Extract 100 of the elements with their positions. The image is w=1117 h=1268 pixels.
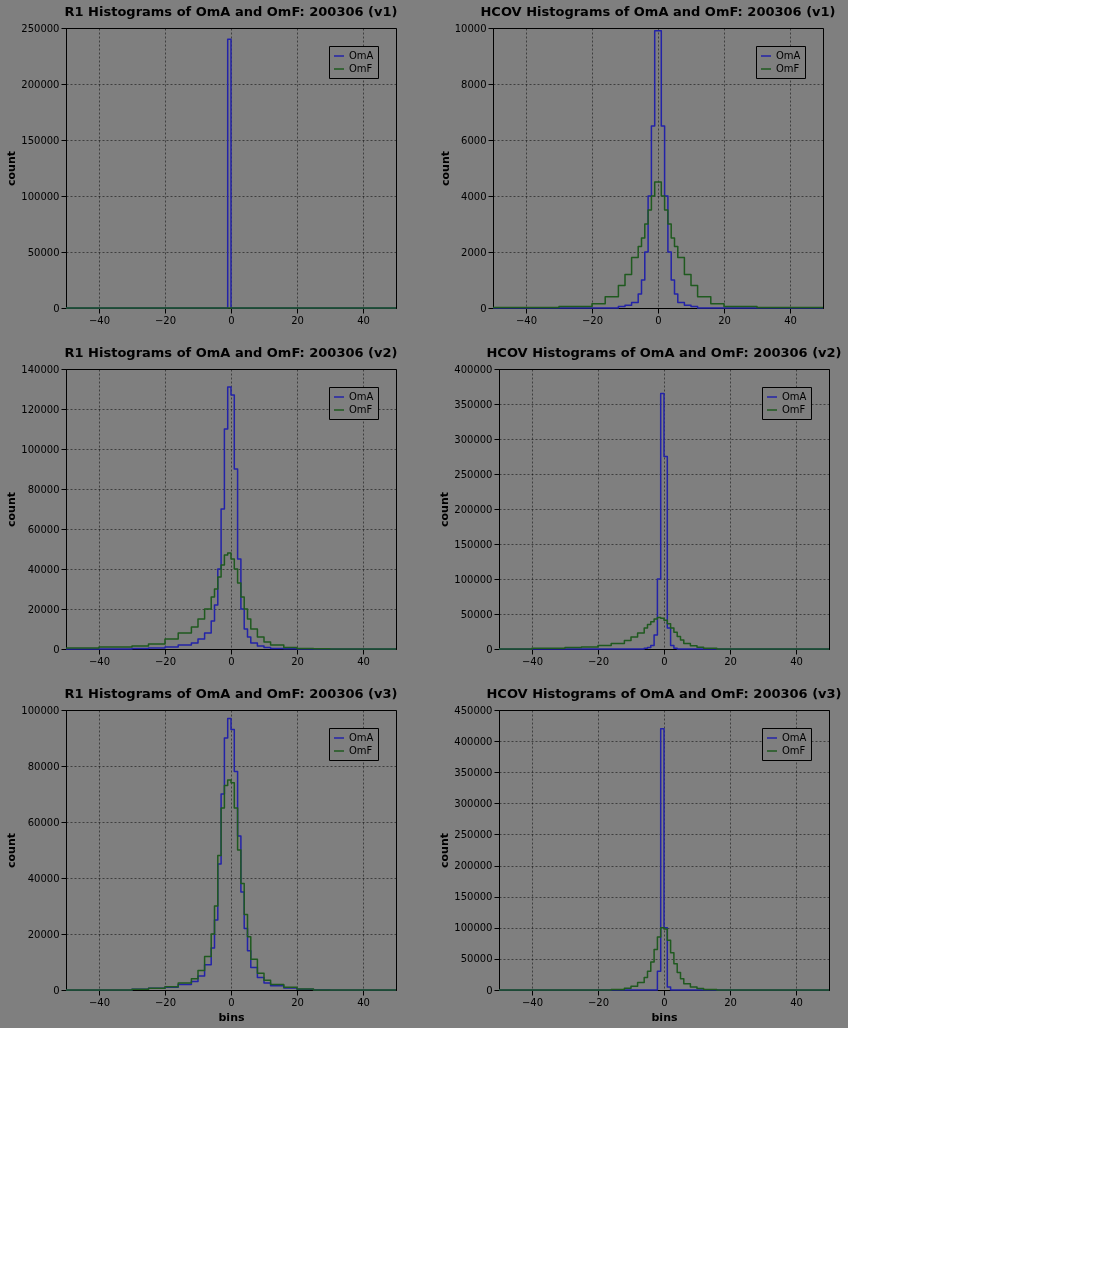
y-tick-label: 6000 bbox=[461, 134, 487, 146]
x-tick-label: 40 bbox=[790, 996, 803, 1008]
x-tick-label: 20 bbox=[718, 314, 731, 326]
y-tick-label: 250000 bbox=[454, 828, 493, 840]
y-tick-label: 100000 bbox=[21, 443, 60, 455]
y-tick-label: 0 bbox=[486, 984, 493, 996]
y-tick-label: 50000 bbox=[27, 246, 60, 258]
x-axis-title: bins bbox=[651, 1010, 678, 1024]
y-tick-label: 20000 bbox=[27, 928, 60, 940]
legend-label: OmF bbox=[782, 404, 806, 415]
y-axis-title: count bbox=[5, 833, 19, 868]
y-tick-label: 200000 bbox=[454, 503, 493, 515]
y-tick-label: 150000 bbox=[21, 134, 60, 146]
y-tick-label: 0 bbox=[53, 984, 60, 996]
y-tick-label: 250000 bbox=[21, 22, 60, 34]
y-tick-label: 4000 bbox=[461, 190, 487, 202]
y-tick-label: 350000 bbox=[454, 398, 493, 410]
y-axis-title: count bbox=[5, 492, 19, 527]
y-axis-title: count bbox=[438, 492, 452, 527]
y-tick-label: 150000 bbox=[454, 538, 493, 550]
x-tick-label: −40 bbox=[88, 314, 111, 326]
y-tick-label: 100000 bbox=[21, 704, 60, 716]
chart-title: R1 Histograms of OmA and OmF: 200306 (v3) bbox=[64, 686, 398, 701]
y-tick-label: 0 bbox=[53, 302, 60, 314]
x-tick-label: 0 bbox=[228, 996, 235, 1008]
x-tick-label: −20 bbox=[587, 655, 610, 667]
y-tick-label: 400000 bbox=[454, 363, 493, 375]
legend-label: OmA bbox=[776, 50, 801, 61]
y-tick-label: 80000 bbox=[27, 760, 60, 772]
y-axis-title: count bbox=[438, 833, 452, 868]
legend-label: OmA bbox=[349, 391, 374, 402]
y-tick-label: 200000 bbox=[454, 860, 493, 872]
y-tick-label: 40000 bbox=[27, 563, 60, 575]
y-tick-label: 10000 bbox=[454, 22, 487, 34]
legend-label: OmF bbox=[776, 63, 800, 74]
chart-title: R1 Histograms of OmA and OmF: 200306 (v2) bbox=[64, 345, 398, 360]
x-tick-label: −40 bbox=[515, 314, 538, 326]
legend-label: OmF bbox=[349, 63, 373, 74]
legend-label: OmA bbox=[782, 391, 807, 402]
y-tick-label: 0 bbox=[53, 643, 60, 655]
y-tick-label: 40000 bbox=[27, 872, 60, 884]
y-axis-title: count bbox=[438, 151, 452, 186]
legend-label: OmF bbox=[782, 745, 806, 756]
x-tick-label: −20 bbox=[154, 996, 177, 1008]
y-tick-label: 60000 bbox=[27, 816, 60, 828]
y-tick-label: 80000 bbox=[27, 483, 60, 495]
y-tick-label: 20000 bbox=[27, 603, 60, 615]
x-tick-label: 20 bbox=[724, 655, 737, 667]
x-tick-label: −20 bbox=[587, 996, 610, 1008]
y-axis-title: count bbox=[5, 151, 19, 186]
y-tick-label: 200000 bbox=[21, 78, 60, 90]
x-tick-label: 40 bbox=[357, 314, 370, 326]
x-tick-label: 40 bbox=[790, 655, 803, 667]
y-tick-label: 300000 bbox=[454, 797, 493, 809]
x-tick-label: 0 bbox=[661, 996, 668, 1008]
x-tick-label: 40 bbox=[357, 996, 370, 1008]
y-tick-label: 250000 bbox=[454, 468, 493, 480]
y-tick-label: 8000 bbox=[461, 78, 487, 90]
x-axis-title: bins bbox=[218, 1010, 245, 1024]
x-tick-label: −20 bbox=[154, 314, 177, 326]
y-tick-label: 150000 bbox=[454, 891, 493, 903]
x-tick-label: 20 bbox=[291, 655, 304, 667]
x-tick-label: 0 bbox=[228, 314, 235, 326]
legend-label: OmA bbox=[782, 732, 807, 743]
chart-title: HCOV Histograms of OmA and OmF: 200306 (v3) bbox=[486, 686, 842, 701]
y-tick-label: 50000 bbox=[460, 608, 493, 620]
chart-title: R1 Histograms of OmA and OmF: 200306 (v1) bbox=[64, 4, 398, 19]
y-tick-label: 100000 bbox=[454, 573, 493, 585]
chart-title: HCOV Histograms of OmA and OmF: 200306 (v2) bbox=[486, 345, 842, 360]
legend-label: OmA bbox=[349, 732, 374, 743]
chart-title: HCOV Histograms of OmA and OmF: 200306 (v1) bbox=[480, 4, 836, 19]
x-tick-label: −20 bbox=[581, 314, 604, 326]
y-tick-label: 50000 bbox=[460, 953, 493, 965]
x-tick-label: −40 bbox=[88, 655, 111, 667]
x-tick-label: 20 bbox=[724, 996, 737, 1008]
x-tick-label: 0 bbox=[655, 314, 662, 326]
y-tick-label: 400000 bbox=[454, 735, 493, 747]
y-tick-label: 100000 bbox=[454, 922, 493, 934]
y-tick-label: 120000 bbox=[21, 403, 60, 415]
y-tick-label: 140000 bbox=[21, 363, 60, 375]
y-tick-label: 300000 bbox=[454, 433, 493, 445]
y-tick-label: 0 bbox=[480, 302, 487, 314]
y-tick-label: 2000 bbox=[461, 246, 487, 258]
y-tick-label: 450000 bbox=[454, 704, 493, 716]
y-tick-label: 0 bbox=[486, 643, 493, 655]
x-tick-label: 20 bbox=[291, 996, 304, 1008]
legend-label: OmA bbox=[349, 50, 374, 61]
x-tick-label: 0 bbox=[661, 655, 668, 667]
x-tick-label: −20 bbox=[154, 655, 177, 667]
legend-label: OmF bbox=[349, 745, 373, 756]
x-tick-label: 40 bbox=[784, 314, 797, 326]
x-tick-label: 0 bbox=[228, 655, 235, 667]
x-tick-label: −40 bbox=[88, 996, 111, 1008]
y-tick-label: 60000 bbox=[27, 523, 60, 535]
x-tick-label: 20 bbox=[291, 314, 304, 326]
x-tick-label: 40 bbox=[357, 655, 370, 667]
legend-label: OmF bbox=[349, 404, 373, 415]
x-tick-label: −40 bbox=[521, 655, 544, 667]
y-tick-label: 350000 bbox=[454, 766, 493, 778]
x-tick-label: −40 bbox=[521, 996, 544, 1008]
